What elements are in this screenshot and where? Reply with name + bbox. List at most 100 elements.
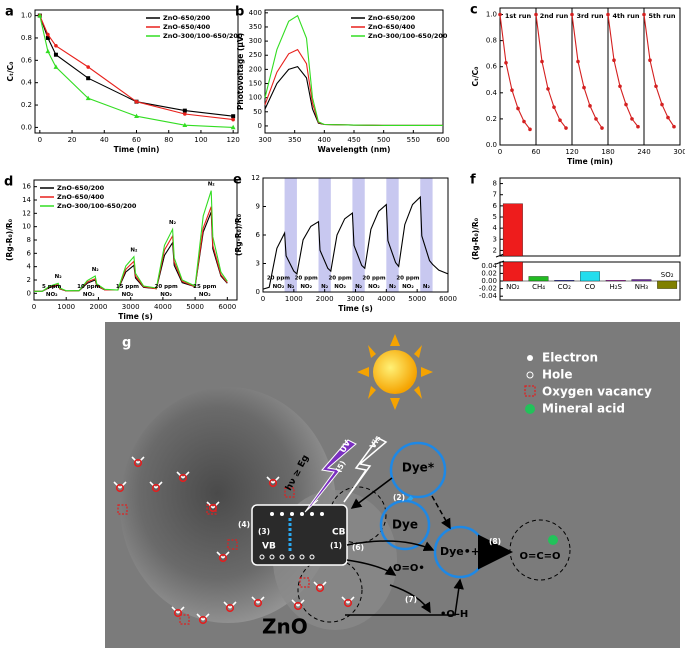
x-tick-label: 4000 xyxy=(154,303,172,311)
x-tick-label: 6000 xyxy=(439,295,457,303)
marker xyxy=(510,88,514,92)
marker xyxy=(582,85,586,90)
y-tick-label: 0.0 xyxy=(21,123,32,131)
step-label: (4) xyxy=(238,520,250,529)
x-tick-label: 40 xyxy=(100,136,109,144)
holes xyxy=(259,554,315,560)
y-tick-label: 12 xyxy=(251,174,260,182)
plot-frame xyxy=(499,7,681,146)
marker xyxy=(182,122,188,127)
marker xyxy=(606,12,610,17)
y-axis-label: (Rg-R₀)/R₀ xyxy=(471,218,480,260)
legend-label: ZnO-650/400 xyxy=(57,193,105,201)
marker xyxy=(612,58,616,62)
annotation: N₂ xyxy=(355,284,363,290)
y-tick-label: 4 xyxy=(27,263,32,271)
marker xyxy=(86,65,90,69)
x-tick-label: 1000 xyxy=(57,303,75,311)
annotation: N₂ xyxy=(55,274,63,280)
marker xyxy=(540,59,544,64)
y-tick-label: 0.2 xyxy=(486,115,497,123)
annotation: N₂ xyxy=(287,284,295,290)
dye-label: Dye xyxy=(392,518,418,532)
legend-label: Electron xyxy=(542,351,598,365)
species-label: O=C=O xyxy=(519,551,560,562)
annotation: NO₂ xyxy=(368,284,380,290)
y-tick-label: 5 xyxy=(493,213,497,221)
annotation: NO₂ xyxy=(83,292,95,298)
panel-label: d xyxy=(4,175,13,190)
material-label: ZnO xyxy=(262,615,308,639)
legend-label: Mineral acid xyxy=(542,402,625,416)
uv-band xyxy=(352,178,365,292)
x-tick-label: NO₂ xyxy=(506,283,520,291)
marker xyxy=(231,114,236,119)
species-label: •O–H xyxy=(440,609,468,620)
x-tick-label: 0 xyxy=(261,295,265,303)
y-tick-label: 0.8 xyxy=(21,34,32,42)
marker xyxy=(576,59,580,64)
bar xyxy=(657,280,678,289)
marker xyxy=(672,124,676,129)
x-tick-label: 0 xyxy=(38,136,42,144)
step-label: (8) xyxy=(489,537,501,546)
plot-frame xyxy=(264,9,444,134)
axis-break xyxy=(495,253,505,265)
y-tick-label: 200 xyxy=(249,65,262,73)
marker xyxy=(600,126,604,130)
marker xyxy=(630,117,634,121)
annotation: 20 ppm xyxy=(155,284,178,290)
marker xyxy=(53,64,59,69)
y-axis-label: (Rg-R₀)/R₀ xyxy=(5,219,14,261)
annotation: N₂ xyxy=(389,284,397,290)
marker xyxy=(654,84,658,89)
y-tick-label: 0.02 xyxy=(481,269,497,277)
y-tick-label: 0.8 xyxy=(486,37,497,45)
panel-label: c xyxy=(470,3,478,18)
x-tick-label: 500 xyxy=(377,136,390,144)
y-tick-label: 3 xyxy=(256,260,260,268)
species-label: O=O• xyxy=(393,563,425,574)
annotation: NO₂ xyxy=(273,284,285,290)
y-tick-label: 6 xyxy=(256,231,261,239)
y-tick-label: 7 xyxy=(493,191,497,199)
series-line xyxy=(262,195,449,290)
y-tick-label: 8 xyxy=(493,180,497,188)
y-axis-label: Photovoltage (μV) xyxy=(236,33,245,110)
y-tick-label: 0 xyxy=(256,288,260,296)
x-tick-label: 2000 xyxy=(316,295,334,303)
panel-label: e xyxy=(233,173,242,188)
annotation: N₂ xyxy=(92,267,100,273)
y-axis-label: Cₜ/C₀ xyxy=(471,67,480,87)
uv-band xyxy=(318,178,331,292)
marker xyxy=(666,115,670,120)
annotation: N₂ xyxy=(208,182,216,188)
series-line xyxy=(499,14,675,130)
marker xyxy=(516,106,520,111)
marker xyxy=(570,12,574,17)
y-tick-label: 1.0 xyxy=(21,12,32,20)
marker xyxy=(564,126,568,130)
uv-band xyxy=(420,178,433,292)
panel-label: f xyxy=(470,173,476,188)
marker xyxy=(552,105,556,109)
annotation: NO₂ xyxy=(46,292,58,298)
y-tick-label: 14 xyxy=(22,196,31,204)
annotation: 20 ppm xyxy=(396,275,419,281)
annotation: 5th run xyxy=(649,12,676,20)
annotation: N₂ xyxy=(130,248,138,254)
series-line xyxy=(264,48,443,126)
x-tick-label: 5000 xyxy=(186,303,204,311)
annotation: NO₂ xyxy=(402,284,414,290)
marker xyxy=(231,117,235,122)
panel-label: a xyxy=(5,5,14,20)
marker xyxy=(53,52,58,57)
y-tick-label: 0.00 xyxy=(481,277,497,285)
legend-label: ZnO-300/100-650/200 xyxy=(368,32,448,40)
x-tick-label: SO₂ xyxy=(661,271,674,279)
x-tick-label: 4000 xyxy=(377,295,395,303)
x-tick-label: CO₂ xyxy=(558,283,571,291)
vis-light xyxy=(343,437,388,503)
uv-light xyxy=(304,439,357,513)
